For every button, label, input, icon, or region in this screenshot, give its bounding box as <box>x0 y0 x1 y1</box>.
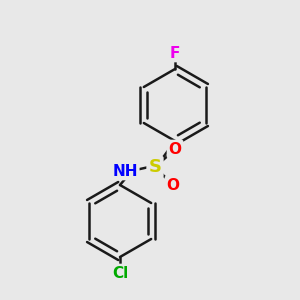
Text: S: S <box>148 158 161 176</box>
Text: O: O <box>169 142 182 157</box>
Text: O: O <box>167 178 179 193</box>
Text: NH: NH <box>112 164 138 178</box>
Text: F: F <box>170 46 180 61</box>
Text: Cl: Cl <box>112 266 128 280</box>
